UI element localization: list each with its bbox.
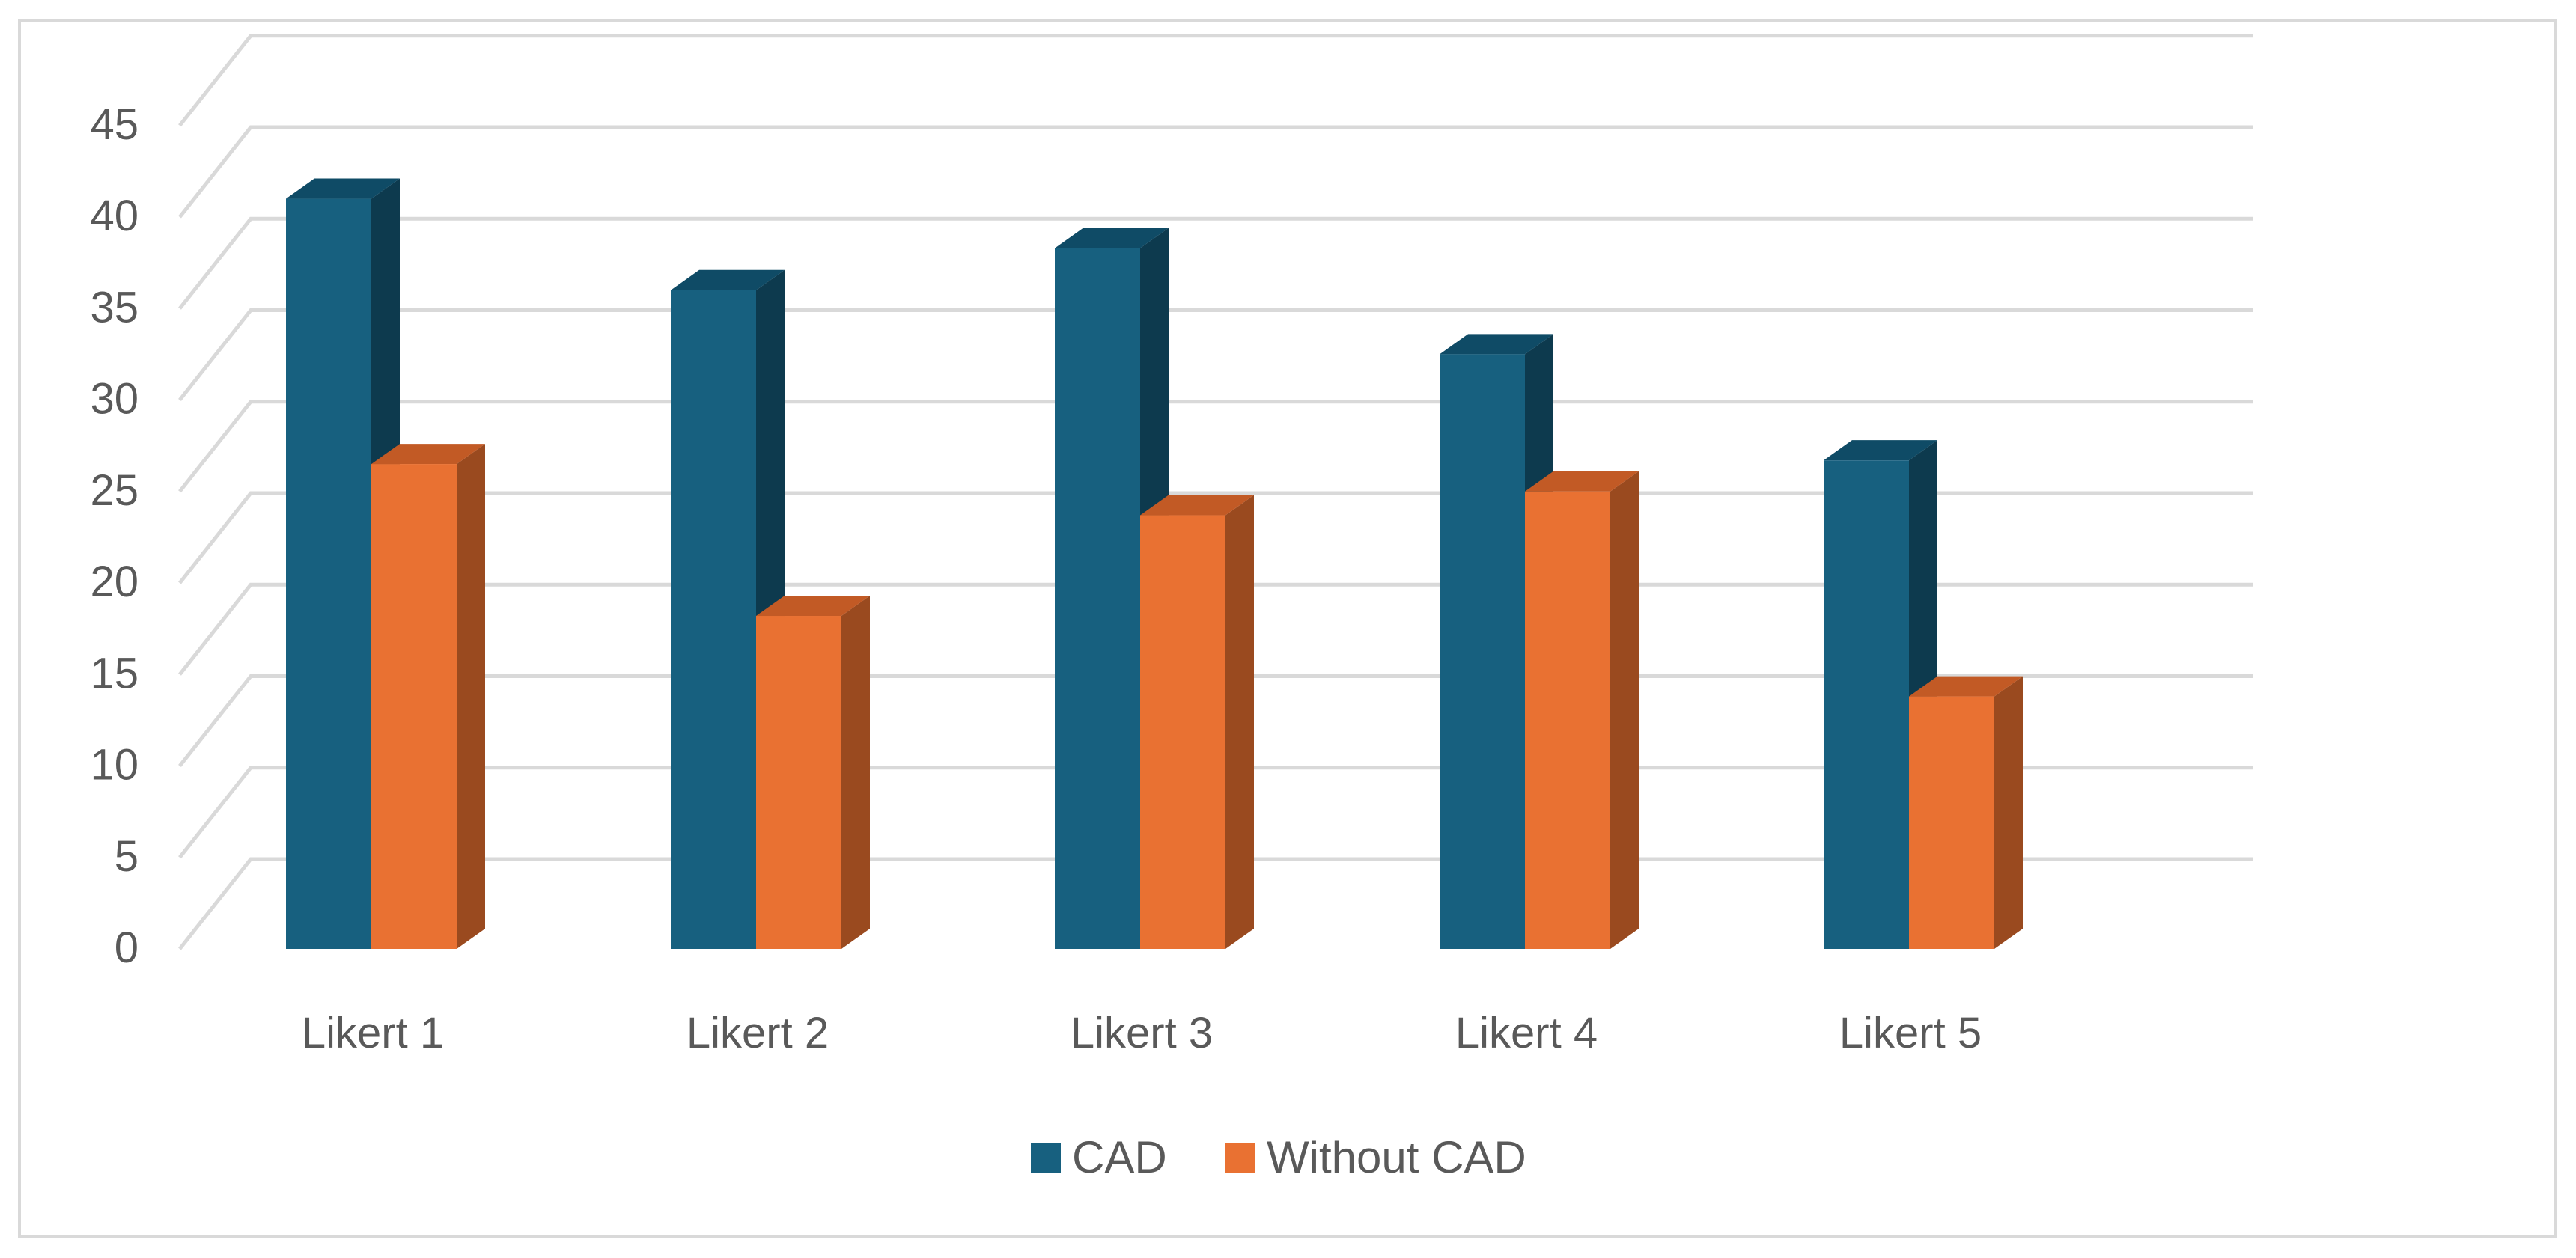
bar-without-cad [1909,676,2023,949]
x-tick-label: Likert 1 [302,1009,444,1057]
bar-top [756,596,870,617]
bar-front [756,616,841,949]
legend-label: Without CAD [1267,1132,1526,1182]
legend-item-without-cad: Without CAD [1225,1132,1526,1182]
y-tick-label: 45 [90,100,138,149]
bar-side [457,444,485,949]
bar-front [1440,354,1525,949]
bar-top [671,269,785,290]
x-tick-label: Likert 5 [1839,1009,1982,1057]
bar-top [1140,495,1254,516]
bar-side [841,596,870,949]
bar-without-cad [756,596,870,949]
y-tick-label: 30 [90,375,138,424]
legend-swatch [1031,1143,1061,1173]
bar-front [371,464,457,949]
legend-item-cad: CAD [1031,1132,1167,1182]
y-tick-label: 5 [115,832,138,881]
bar-front [1055,248,1140,949]
x-tick-label: Likert 2 [686,1009,829,1057]
bars [286,178,2023,949]
bar-top [371,444,485,465]
gridline [178,308,2253,402]
bar-side [1610,471,1639,949]
y-tick-label: 25 [90,466,138,515]
bar-top [1525,471,1639,492]
bar-front [1824,460,1909,949]
bar-cad [671,269,785,949]
gridline [178,400,2253,493]
bar-side [1225,495,1254,949]
x-axis-ticks: Likert 1 Likert 2 Likert 3 Likert 4 Likert 5 [302,1009,1982,1057]
gridline [178,34,2253,127]
bar-top [286,178,400,199]
bar-front [1140,515,1225,949]
y-tick-label: 40 [90,192,138,240]
y-tick-label: 20 [90,558,138,606]
bar-without-cad [371,444,485,949]
gridline [178,216,2253,310]
x-tick-label: Likert 3 [1071,1009,1213,1057]
gridline [178,125,2253,219]
bar-top [1055,228,1169,248]
bar-without-cad [1140,495,1254,949]
legend-swatch [1225,1143,1255,1173]
bar-top [1824,440,1937,461]
bar-without-cad [1525,471,1639,949]
bar-front [286,198,371,949]
bar-front [1909,696,1994,949]
bar-front [671,290,756,949]
bar-top [1909,676,2023,697]
y-tick-label: 10 [90,741,138,790]
y-tick-label: 0 [115,923,138,972]
legend-label: CAD [1072,1132,1167,1182]
y-tick-label: 15 [90,649,138,697]
y-tick-label: 35 [90,283,138,332]
y-axis-ticks: 0 5 10 15 20 25 30 35 40 45 [90,100,138,972]
bar-top [1440,334,1553,355]
x-tick-label: Likert 4 [1455,1009,1598,1057]
bar-side [1994,676,2023,949]
legend: CAD Without CAD [1031,1132,1526,1182]
bar-front [1525,491,1610,949]
